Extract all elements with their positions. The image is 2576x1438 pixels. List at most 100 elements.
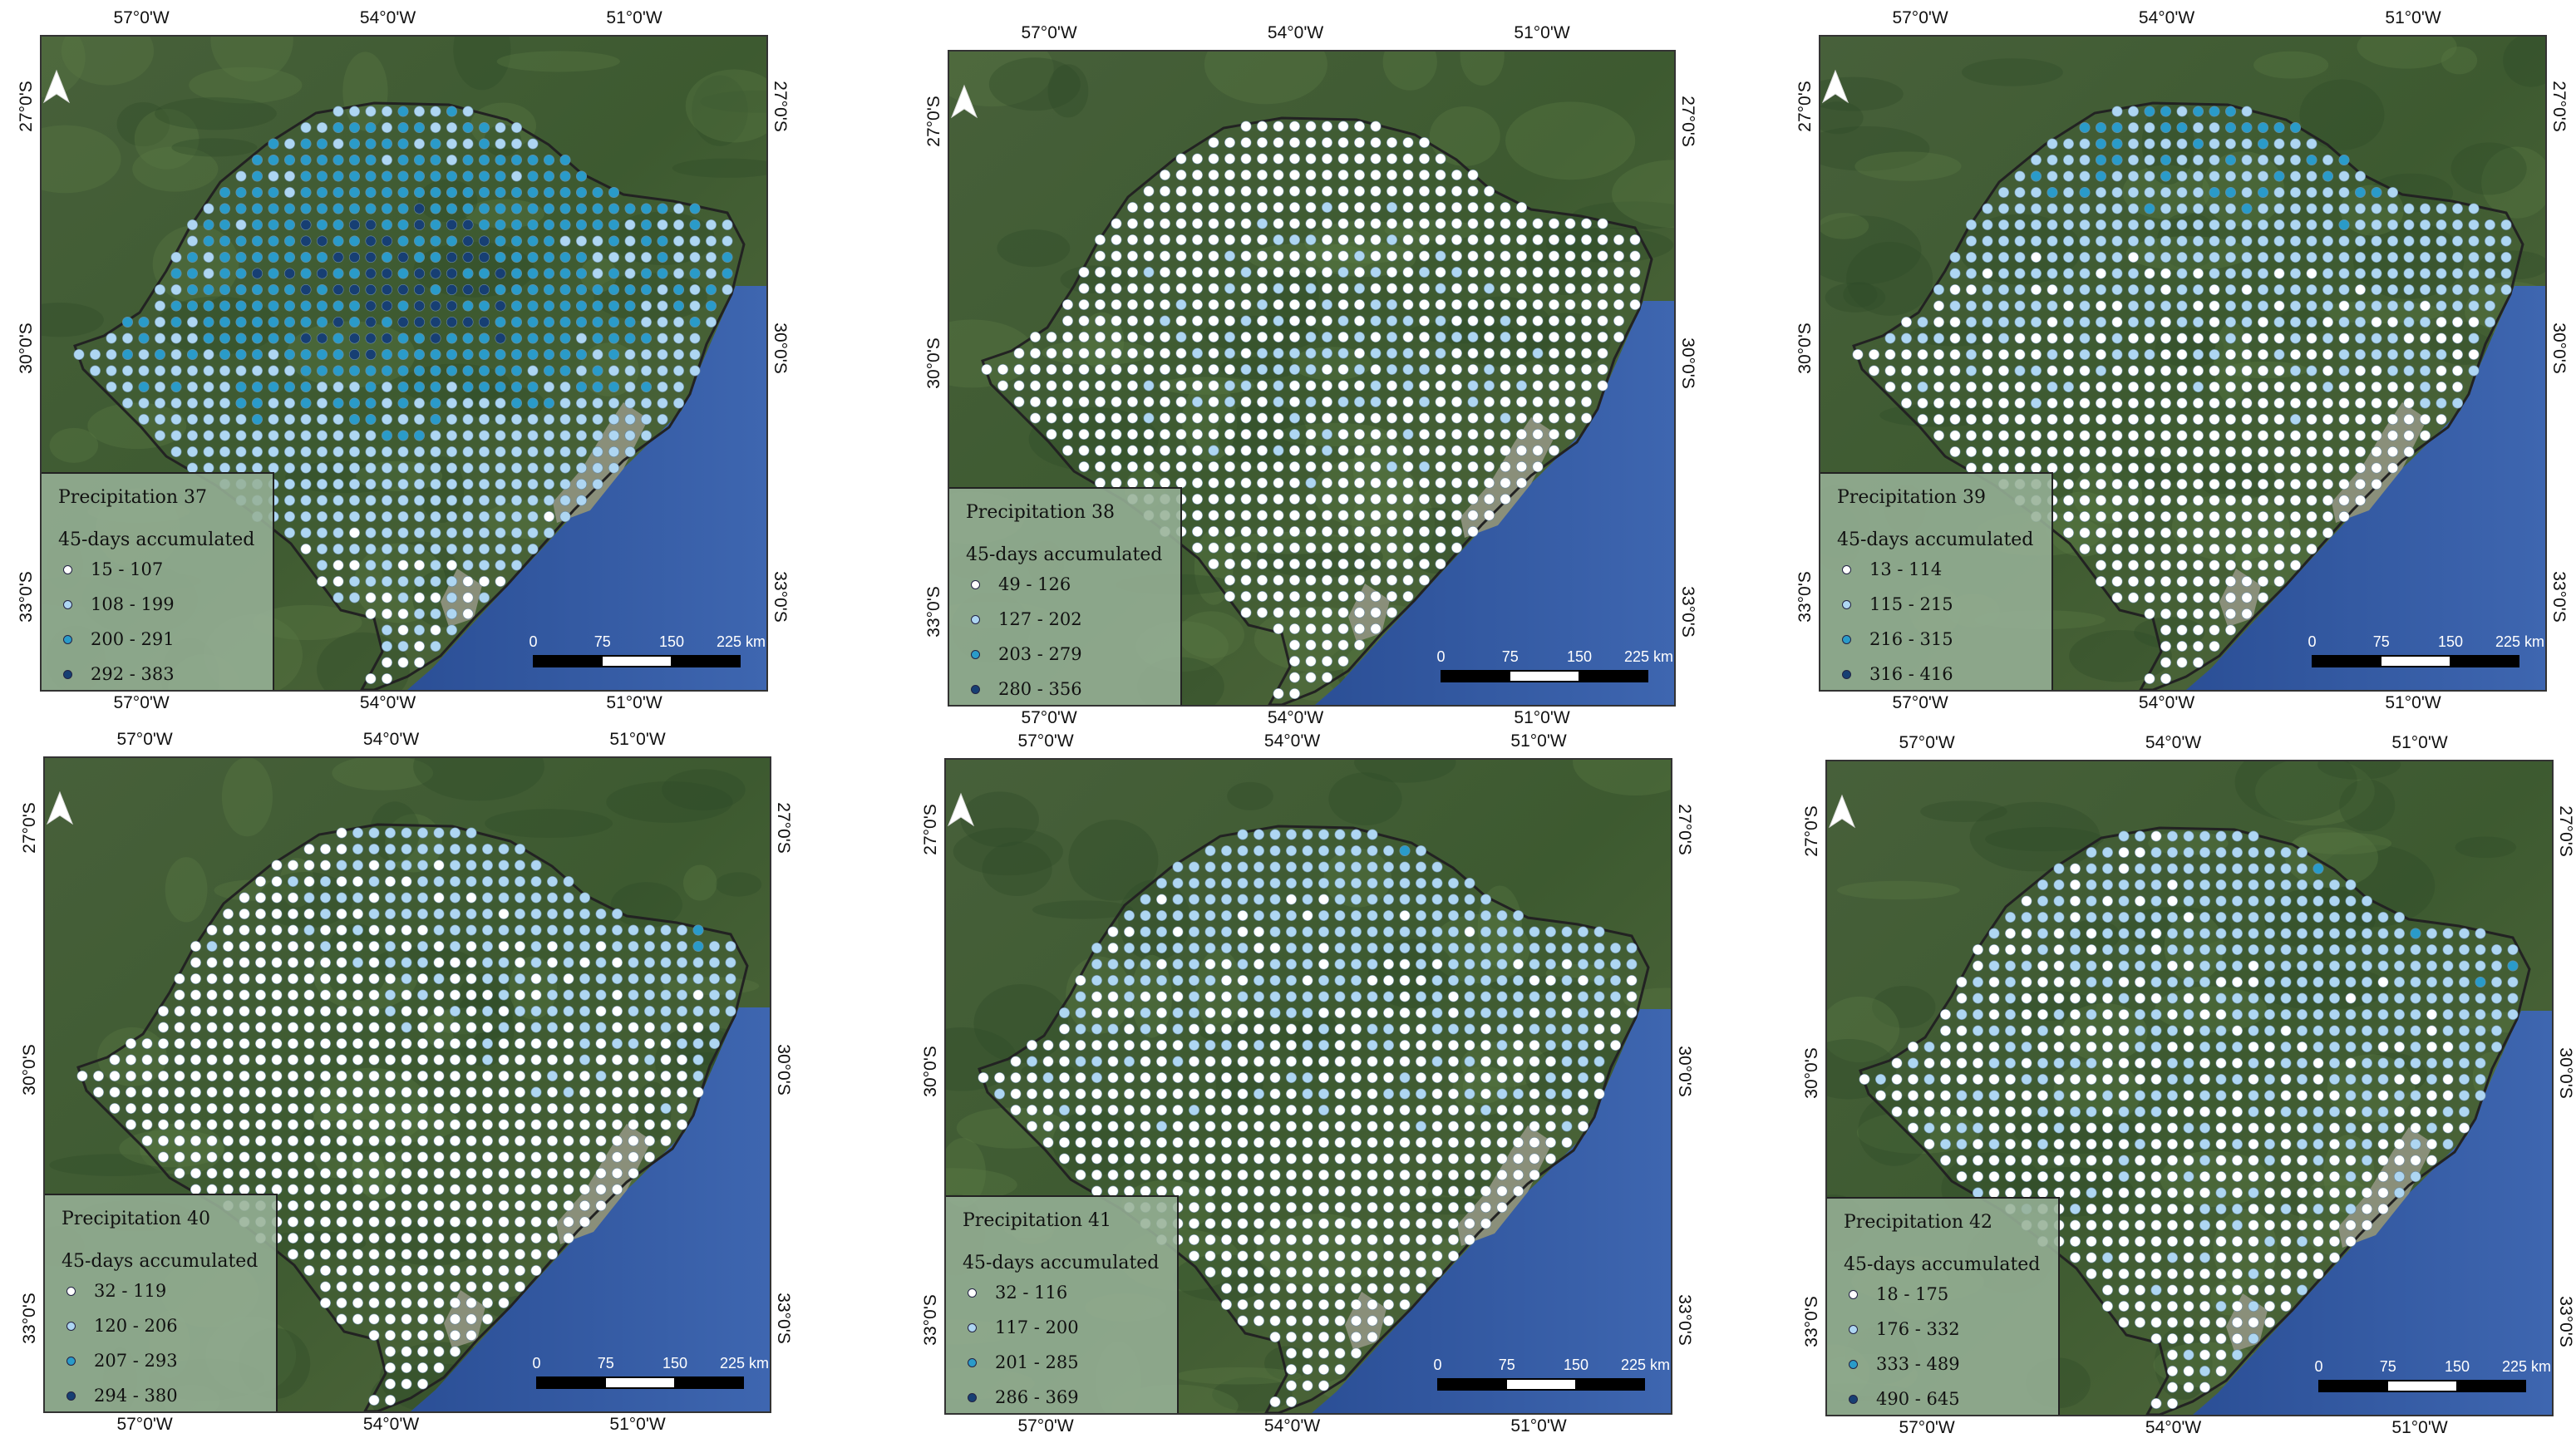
precipitation-point bbox=[1192, 526, 1202, 536]
precipitation-point bbox=[1303, 1234, 1313, 1244]
precipitation-point bbox=[628, 1038, 638, 1048]
precipitation-point bbox=[1127, 332, 1137, 342]
precipitation-point bbox=[385, 844, 395, 854]
precipitation-point bbox=[1221, 927, 1231, 937]
precipitation-point bbox=[1497, 1024, 1507, 1034]
precipitation-point bbox=[564, 1152, 574, 1162]
legend-swatch bbox=[63, 635, 72, 644]
precipitation-point bbox=[352, 1152, 362, 1162]
precipitation-point bbox=[1124, 992, 1134, 1002]
precipitation-point bbox=[1205, 1170, 1215, 1179]
precipitation-point bbox=[398, 657, 408, 667]
precipitation-point bbox=[1578, 1072, 1588, 1082]
precipitation-point bbox=[401, 1200, 411, 1210]
precipitation-point bbox=[1335, 894, 1345, 904]
precipitation-point bbox=[382, 171, 392, 181]
precipitation-point bbox=[1322, 202, 1332, 212]
precipitation-point bbox=[2216, 1074, 2226, 1084]
precipitation-point bbox=[2135, 831, 2145, 841]
precipitation-point bbox=[1209, 186, 1219, 196]
precipitation-point bbox=[1419, 202, 1429, 212]
precipitation-point bbox=[1484, 446, 1494, 456]
precipitation-point bbox=[2096, 414, 2106, 424]
precipitation-point bbox=[2290, 252, 2300, 262]
precipitation-point bbox=[1940, 1042, 1950, 1051]
longitude-label-top: 54°0'W bbox=[360, 8, 416, 28]
precipitation-point bbox=[2264, 1091, 2274, 1101]
precipitation-point bbox=[320, 925, 330, 935]
precipitation-point bbox=[2242, 284, 2252, 294]
precipitation-point bbox=[1565, 429, 1575, 439]
precipitation-point bbox=[2264, 864, 2274, 874]
precipitation-point bbox=[2102, 896, 2112, 906]
precipitation-point bbox=[625, 349, 635, 359]
precipitation-point bbox=[1451, 461, 1461, 471]
precipitation-point bbox=[579, 941, 589, 951]
precipitation-point bbox=[482, 1282, 492, 1292]
precipitation-point bbox=[2355, 333, 2365, 343]
precipitation-point bbox=[1516, 478, 1526, 488]
precipitation-point bbox=[2184, 864, 2194, 874]
precipitation-point bbox=[434, 973, 444, 983]
precipitation-point bbox=[1545, 1024, 1555, 1034]
precipitation-point bbox=[1533, 251, 1543, 261]
precipitation-point bbox=[1533, 446, 1543, 456]
precipitation-point bbox=[2022, 1074, 2032, 1084]
precipitation-point bbox=[1562, 1024, 1572, 1034]
precipitation-point bbox=[1371, 332, 1381, 342]
precipitation-point bbox=[349, 155, 359, 165]
precipitation-point bbox=[2404, 366, 2414, 376]
precipitation-point bbox=[2128, 544, 2138, 554]
precipitation-point bbox=[1238, 1299, 1248, 1309]
precipitation-point bbox=[1318, 830, 1328, 840]
precipitation-point bbox=[288, 925, 298, 935]
precipitation-point bbox=[1156, 927, 1166, 937]
precipitation-point bbox=[2047, 236, 2057, 246]
precipitation-point bbox=[1254, 1137, 1263, 1147]
precipitation-point bbox=[349, 333, 359, 343]
precipitation-point bbox=[1351, 1348, 1361, 1358]
precipitation-point bbox=[2145, 139, 2155, 149]
precipitation-point bbox=[1241, 494, 1251, 504]
precipitation-point bbox=[625, 219, 635, 229]
precipitation-point bbox=[1338, 446, 1348, 456]
precipitation-point bbox=[564, 990, 574, 1000]
precipitation-point bbox=[369, 876, 379, 886]
precipitation-point bbox=[1047, 413, 1057, 423]
precipitation-point bbox=[1030, 332, 1040, 342]
precipitation-point bbox=[236, 268, 246, 278]
precipitation-point bbox=[1303, 1040, 1313, 1050]
precipitation-point bbox=[2242, 446, 2252, 456]
precipitation-point bbox=[369, 1200, 379, 1210]
precipitation-point bbox=[596, 1071, 606, 1081]
precipitation-point bbox=[190, 1152, 200, 1162]
precipitation-point bbox=[579, 1038, 589, 1048]
precipitation-point bbox=[1221, 1219, 1231, 1229]
precipitation-point bbox=[2167, 847, 2177, 857]
precipitation-point bbox=[2145, 463, 2155, 473]
precipitation-point bbox=[1205, 910, 1215, 920]
precipitation-point bbox=[1545, 1105, 1555, 1115]
precipitation-point bbox=[1189, 1040, 1199, 1050]
precipitation-point bbox=[1982, 317, 1992, 327]
precipitation-point bbox=[352, 925, 362, 935]
precipitation-point bbox=[272, 1006, 282, 1016]
precipitation-point bbox=[1192, 251, 1202, 261]
north-arrow-icon bbox=[946, 792, 976, 827]
precipitation-point bbox=[2232, 1009, 2242, 1019]
precipitation-point bbox=[495, 268, 505, 278]
legend-swatch bbox=[1842, 600, 1851, 609]
precipitation-point bbox=[1432, 975, 1442, 985]
precipitation-point bbox=[385, 1071, 395, 1081]
precipitation-point bbox=[673, 366, 683, 376]
precipitation-point bbox=[1436, 283, 1446, 293]
precipitation-point bbox=[576, 317, 586, 327]
precipitation-point bbox=[1289, 591, 1299, 601]
precipitation-point bbox=[349, 219, 359, 229]
precipitation-point bbox=[596, 1168, 606, 1178]
precipitation-point bbox=[385, 1184, 395, 1194]
precipitation-point bbox=[1973, 1009, 1982, 1019]
precipitation-point bbox=[366, 268, 376, 278]
precipitation-point bbox=[2177, 366, 2187, 376]
